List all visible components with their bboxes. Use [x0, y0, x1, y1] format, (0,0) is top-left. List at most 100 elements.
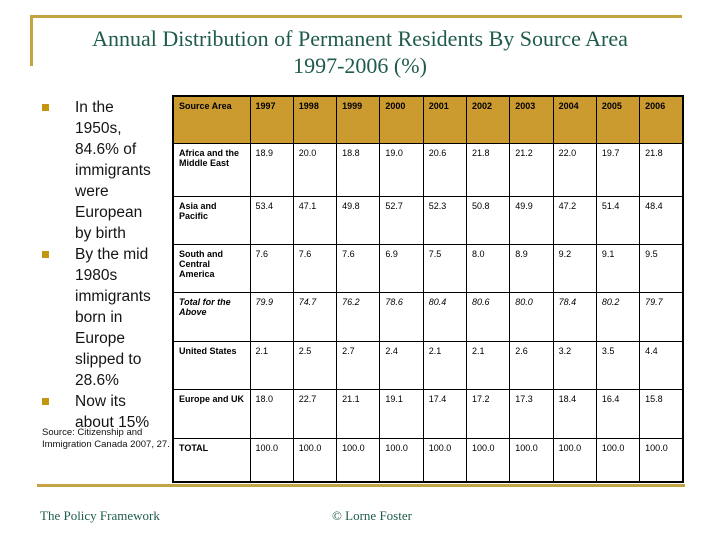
column-header-year: 1997 [249, 95, 294, 144]
table-body: Africa and the Middle East 18.9 20.0 18.8 19… [172, 143, 684, 483]
table-cell: 4.4 [639, 341, 684, 390]
column-header-source-area: Source Area [172, 95, 251, 144]
table-cell: 47.2 [552, 196, 597, 245]
table-cell: 17.3 [509, 389, 554, 439]
table-header-row: Source Area 1997 1998 1999 2000 2001 2002 2003 2… [172, 95, 684, 144]
bullet-item: In the 1950s, 84.6% of immigrants were E… [42, 97, 159, 244]
table-cell: 53.4 [249, 196, 294, 245]
table-cell: 21.8 [465, 143, 511, 197]
table-cell: 2.4 [379, 341, 424, 390]
table-head: Source Area 1997 1998 1999 2000 2001 2002 2003 2… [172, 95, 684, 144]
bottom-accent-line [37, 484, 685, 487]
table-cell: 100.0 [336, 438, 381, 483]
table-cell: 9.2 [552, 244, 597, 293]
table-cell: 50.8 [465, 196, 511, 245]
row-label: Africa and the Middle East [172, 143, 251, 197]
table-cell: 76.2 [336, 292, 381, 342]
table-cell: 80.4 [422, 292, 467, 342]
table-cell: 15.8 [639, 389, 684, 439]
table-cell: 18.8 [336, 143, 381, 197]
table-cell: 18.9 [249, 143, 294, 197]
row-label: United States [172, 341, 251, 390]
table-cell: 7.5 [422, 244, 467, 293]
table-row: Africa and the Middle East 18.9 20.0 18.8 19… [172, 143, 684, 197]
table-cell: 2.7 [336, 341, 381, 390]
column-header-year: 1999 [336, 95, 381, 144]
row-label: Total for the Above [172, 292, 251, 342]
bullet-text: In the 1950s, 84.6% of immigrants were E… [75, 99, 151, 242]
column-header-year: 2006 [639, 95, 684, 144]
table-cell: 18.4 [552, 389, 597, 439]
table-cell: 7.6 [249, 244, 294, 293]
source-note: Source: Citizenship and Immigration Cana… [42, 427, 170, 450]
table-cell: 19.7 [595, 143, 641, 197]
table-cell: 80.2 [595, 292, 641, 342]
bullet-item: Now its about 15% [42, 391, 159, 433]
table-cell: 2.5 [292, 341, 338, 390]
table-cell: 100.0 [465, 438, 511, 483]
table-cell: 2.6 [509, 341, 554, 390]
table-row: United States 2.1 2.5 2.7 2.4 2.1 2.1 2.6 3.2 3.5… [172, 341, 684, 390]
table-cell: 2.1 [465, 341, 511, 390]
table-cell: 22.0 [552, 143, 597, 197]
table-cell: 2.1 [249, 341, 294, 390]
table-cell: 79.9 [249, 292, 294, 342]
left-accent-line [30, 15, 33, 66]
row-label: TOTAL [172, 438, 251, 483]
table-cell: 100.0 [509, 438, 554, 483]
table-cell: 3.2 [552, 341, 597, 390]
table-cell: 52.3 [422, 196, 467, 245]
bullet-square-icon [42, 104, 49, 111]
source-area-table: Source Area 1997 1998 1999 2000 2001 2002 2003 2… [172, 95, 684, 483]
table-cell: 7.6 [292, 244, 338, 293]
table-cell: 16.4 [595, 389, 641, 439]
top-accent-line [30, 15, 682, 18]
table-cell: 21.2 [509, 143, 554, 197]
bullet-text: By the mid 1980s immigrants born in Euro… [75, 246, 151, 389]
table-cell: 17.2 [465, 389, 511, 439]
table-cell: 49.8 [336, 196, 381, 245]
table-cell: 21.8 [639, 143, 684, 197]
column-header-year: 2003 [509, 95, 554, 144]
bullet-text: Now its about 15% [75, 393, 150, 431]
table-cell: 8.9 [509, 244, 554, 293]
table-cell: 8.0 [465, 244, 511, 293]
table-cell: 47.1 [292, 196, 338, 245]
bullet-item: By the mid 1980s immigrants born in Euro… [42, 244, 159, 391]
table-cell: 100.0 [379, 438, 424, 483]
footer-title: The Policy Framework [40, 508, 160, 523]
table-row: South and Central America 7.6 7.6 7.6 6.9 7.5… [172, 244, 684, 293]
table-cell: 78.6 [379, 292, 424, 342]
table-cell: 21.1 [336, 389, 381, 439]
table-cell: 48.4 [639, 196, 684, 245]
table-cell: 74.7 [292, 292, 338, 342]
table-cell: 100.0 [292, 438, 338, 483]
table-cell: 78.4 [552, 292, 597, 342]
table-cell: 20.6 [422, 143, 467, 197]
footer-copyright: © Lorne Foster [332, 508, 412, 523]
title-line2: 1997-2006 (%) [293, 53, 427, 78]
table-cell: 22.7 [292, 389, 338, 439]
row-label: Europe and UK [172, 389, 251, 439]
table-cell: 19.0 [379, 143, 424, 197]
table-row: Asia and Pacific 53.4 47.1 49.8 52.7 52.3 50.8… [172, 196, 684, 245]
table-cell: 6.9 [379, 244, 424, 293]
column-header-year: 2004 [552, 95, 597, 144]
column-header-year: 1998 [292, 95, 338, 144]
table-cell: 9.5 [639, 244, 684, 293]
table-cell: 2.1 [422, 341, 467, 390]
slide-title: Annual Distribution of Permanent Residen… [55, 25, 665, 79]
table-cell: 19.1 [379, 389, 424, 439]
title-line1: Annual Distribution of Permanent Residen… [92, 26, 628, 51]
table-cell: 9.1 [595, 244, 641, 293]
table-row: Total for the Above 79.9 74.7 76.2 78.6 80.4 8… [172, 292, 684, 342]
table-cell: 52.7 [379, 196, 424, 245]
table-cell: 80.6 [465, 292, 511, 342]
table-cell: 100.0 [422, 438, 467, 483]
table-cell: 100.0 [595, 438, 641, 483]
table-cell: 7.6 [336, 244, 381, 293]
column-header-year: 2005 [595, 95, 641, 144]
column-header-year: 2000 [379, 95, 424, 144]
row-label: South and Central America [172, 244, 251, 293]
